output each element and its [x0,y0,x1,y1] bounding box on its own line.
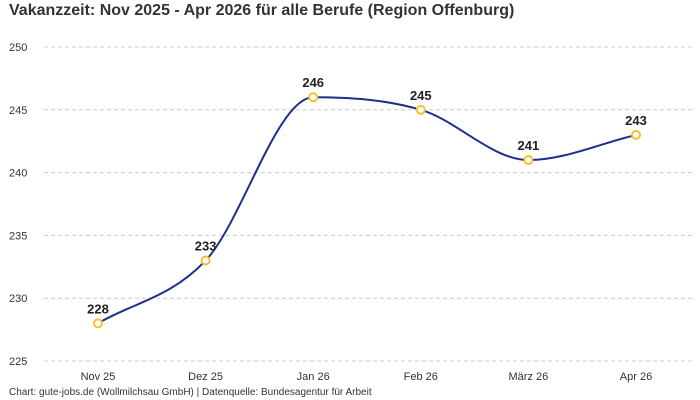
x-tick-label: Nov 25 [81,371,116,383]
x-tick-label: Dez 25 [188,371,223,383]
data-point [631,129,641,140]
data-label: 246 [302,75,324,90]
data-point [523,155,534,166]
series-line [97,96,637,325]
x-axis: Nov 25 Dez 25 Jan 26 Feb 26 März 26 Apr 26 [81,371,653,383]
y-axis: 225 230 235 240 245 250 [9,42,27,368]
data-label: 228 [87,301,109,316]
x-tick-label: Jan 26 [297,371,330,383]
grid-lines [44,46,692,362]
y-tick-label: 245 [9,105,27,117]
data-label: 243 [625,113,647,128]
x-tick-label: Apr 26 [620,371,652,383]
chart-source-footer: Chart: gute-jobs.de (Wollmilchsau GmbH) … [9,387,372,398]
x-tick-label: Feb 26 [404,371,438,383]
data-labels: 228 233 246 245 241 243 [87,75,647,316]
data-point [415,104,426,115]
data-label: 233 [195,239,217,254]
data-point [93,318,103,329]
y-tick-label: 250 [9,42,27,54]
data-label: 245 [410,88,432,103]
y-tick-label: 225 [9,356,27,368]
y-tick-label: 230 [9,293,27,305]
data-point [200,255,211,266]
x-tick-label: März 26 [509,371,549,383]
y-tick-label: 235 [9,230,27,242]
data-points [93,92,641,329]
data-point [308,92,319,103]
data-label: 241 [518,138,540,153]
y-tick-label: 240 [9,168,27,180]
chart-title: Vakanzzeit: Nov 2025 - Apr 2026 für alle… [9,2,515,19]
